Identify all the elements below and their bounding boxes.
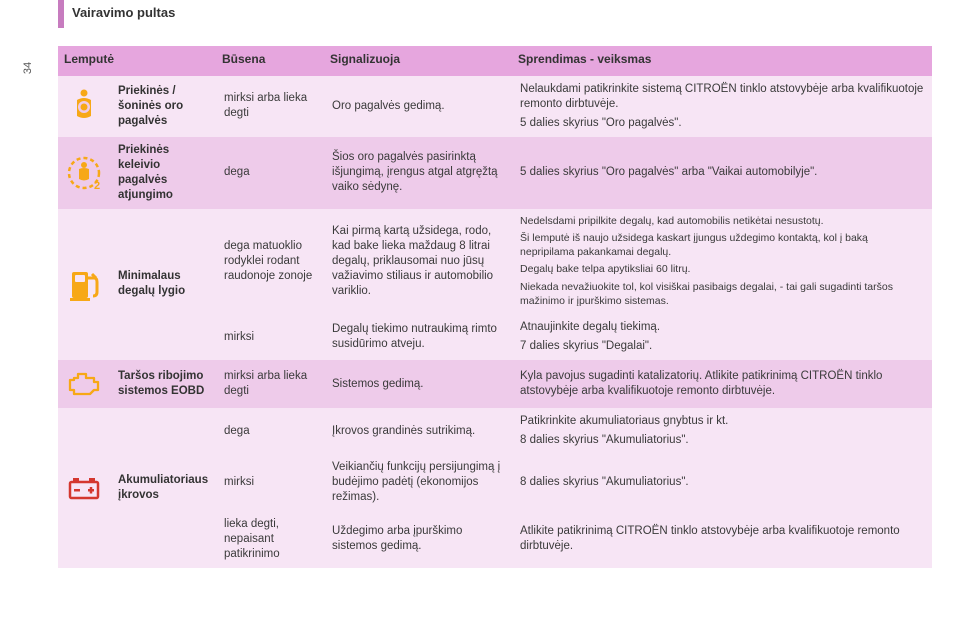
table-row: Taršos ribojimo sistemos EOBD mirksi arb… [58, 360, 932, 408]
airbag-icon-cell [58, 76, 110, 137]
fuel-signal-a: Kai pirmą kartą užsidega, rodo, kad bake… [324, 209, 512, 315]
fuel-state-b: mirksi [216, 314, 324, 360]
eobd-state: mirksi arba lieka degti [216, 360, 324, 408]
th-signal: Signalizuoja [324, 46, 512, 76]
fuel-name: Minimalaus degalų lygio [110, 209, 216, 361]
table-row: Akumuliatoriaus įkrovos dega Įkrovos gra… [58, 408, 932, 454]
battery-signal-a: Įkrovos grandinės sutrikimą. [324, 408, 512, 454]
battery-icon-cell [58, 408, 110, 568]
airbag-action-1: Nelaukdami patikrinkite sistemą CITROËN … [520, 82, 924, 112]
fuel-state-a: dega matuoklio rodyklei rodant raudonoje… [216, 209, 324, 315]
battery-state-c: lieka degti, nepaisant patikrinimo [216, 511, 324, 568]
fuel-action-b: Atnaujinkite degalų tiekimą. 7 dalies sk… [512, 314, 932, 360]
table-row: 2 Priekinės keleivio pagalvės atjungimo … [58, 137, 932, 209]
fuel-icon-cell [58, 209, 110, 361]
table-row: Priekinės / šoninės oro pagalvės mirksi … [58, 76, 932, 137]
fuel-pump-icon [64, 264, 104, 304]
eobd-icon-cell [58, 360, 110, 408]
airbag-icon [64, 86, 104, 126]
battery-action-b: 8 dalies skyrius "Akumuliatorius". [512, 454, 932, 511]
airbag-off-state: dega [216, 137, 324, 209]
th-action: Sprendimas - veiksmas [512, 46, 932, 76]
svg-text:2: 2 [94, 180, 100, 192]
battery-icon [64, 468, 104, 508]
fuel-act-a4: Niekada nevažiuokite tol, kol visiškai p… [520, 281, 924, 308]
airbag-name: Priekinės / šoninės oro pagalvės [110, 76, 216, 137]
page-title: Vairavimo pultas [72, 5, 175, 20]
battery-signal-b: Veikiančių funkcijų persijungimą į budėj… [324, 454, 512, 511]
eobd-signal: Sistemos gedimą. [324, 360, 512, 408]
battery-act-a2: 8 dalies skyrius "Akumuliatorius". [520, 433, 924, 448]
airbag-action-2: 5 dalies skyrius "Oro pagalvės". [520, 116, 924, 131]
airbag-off-action: 5 dalies skyrius "Oro pagalvės" arba "Va… [512, 137, 932, 209]
th-lamp: Lemputė [58, 46, 216, 76]
table-row: Minimalaus degalų lygio dega matuoklio r… [58, 209, 932, 315]
fuel-action-a: Nedelsdami pripilkite degalų, kad automo… [512, 209, 932, 315]
airbag-off-icon-cell: 2 [58, 137, 110, 209]
warning-lights-table: Lemputė Būsena Signalizuoja Sprendimas -… [58, 46, 932, 568]
engine-icon [64, 364, 104, 404]
th-state: Būsena [216, 46, 324, 76]
eobd-action: Kyla pavojus sugadinti katalizatorių. At… [512, 360, 932, 408]
battery-state-a: dega [216, 408, 324, 454]
accent-bar [58, 0, 64, 28]
battery-name: Akumuliatoriaus įkrovos [110, 408, 216, 568]
fuel-act-a1: Nedelsdami pripilkite degalų, kad automo… [520, 215, 924, 229]
battery-act-a1: Patikrinkite akumuliatoriaus gnybtus ir … [520, 414, 924, 429]
eobd-name: Taršos ribojimo sistemos EOBD [110, 360, 216, 408]
fuel-signal-b: Degalų tiekimo nutraukimą rimto susidūri… [324, 314, 512, 360]
battery-action-a: Patikrinkite akumuliatoriaus gnybtus ir … [512, 408, 932, 454]
airbag-off-signal: Šios oro pagalvės pasirinktą išjungimą, … [324, 137, 512, 209]
airbag-action: Nelaukdami patikrinkite sistemą CITROËN … [512, 76, 932, 137]
airbag-state: mirksi arba lieka degti [216, 76, 324, 137]
battery-action-c: Atlikite patikrinimą CITROËN tinklo atst… [512, 511, 932, 568]
battery-state-b: mirksi [216, 454, 324, 511]
airbag-off-icon: 2 [64, 153, 104, 193]
fuel-act-b2: 7 dalies skyrius "Degalai". [520, 339, 924, 354]
airbag-signal: Oro pagalvės gedimą. [324, 76, 512, 137]
fuel-act-b1: Atnaujinkite degalų tiekimą. [520, 320, 924, 335]
table-header-row: Lemputė Būsena Signalizuoja Sprendimas -… [58, 46, 932, 76]
airbag-off-name: Priekinės keleivio pagalvės atjungimo [110, 137, 216, 209]
fuel-act-a3: Degalų bake telpa apytiksliai 60 litrų. [520, 263, 924, 277]
fuel-act-a2: Ši lemputė iš naujo užsidega kaskart įju… [520, 232, 924, 259]
page-number: 34 [22, 62, 34, 74]
battery-signal-c: Uždegimo arba įpurškimo sistemos gedimą. [324, 511, 512, 568]
